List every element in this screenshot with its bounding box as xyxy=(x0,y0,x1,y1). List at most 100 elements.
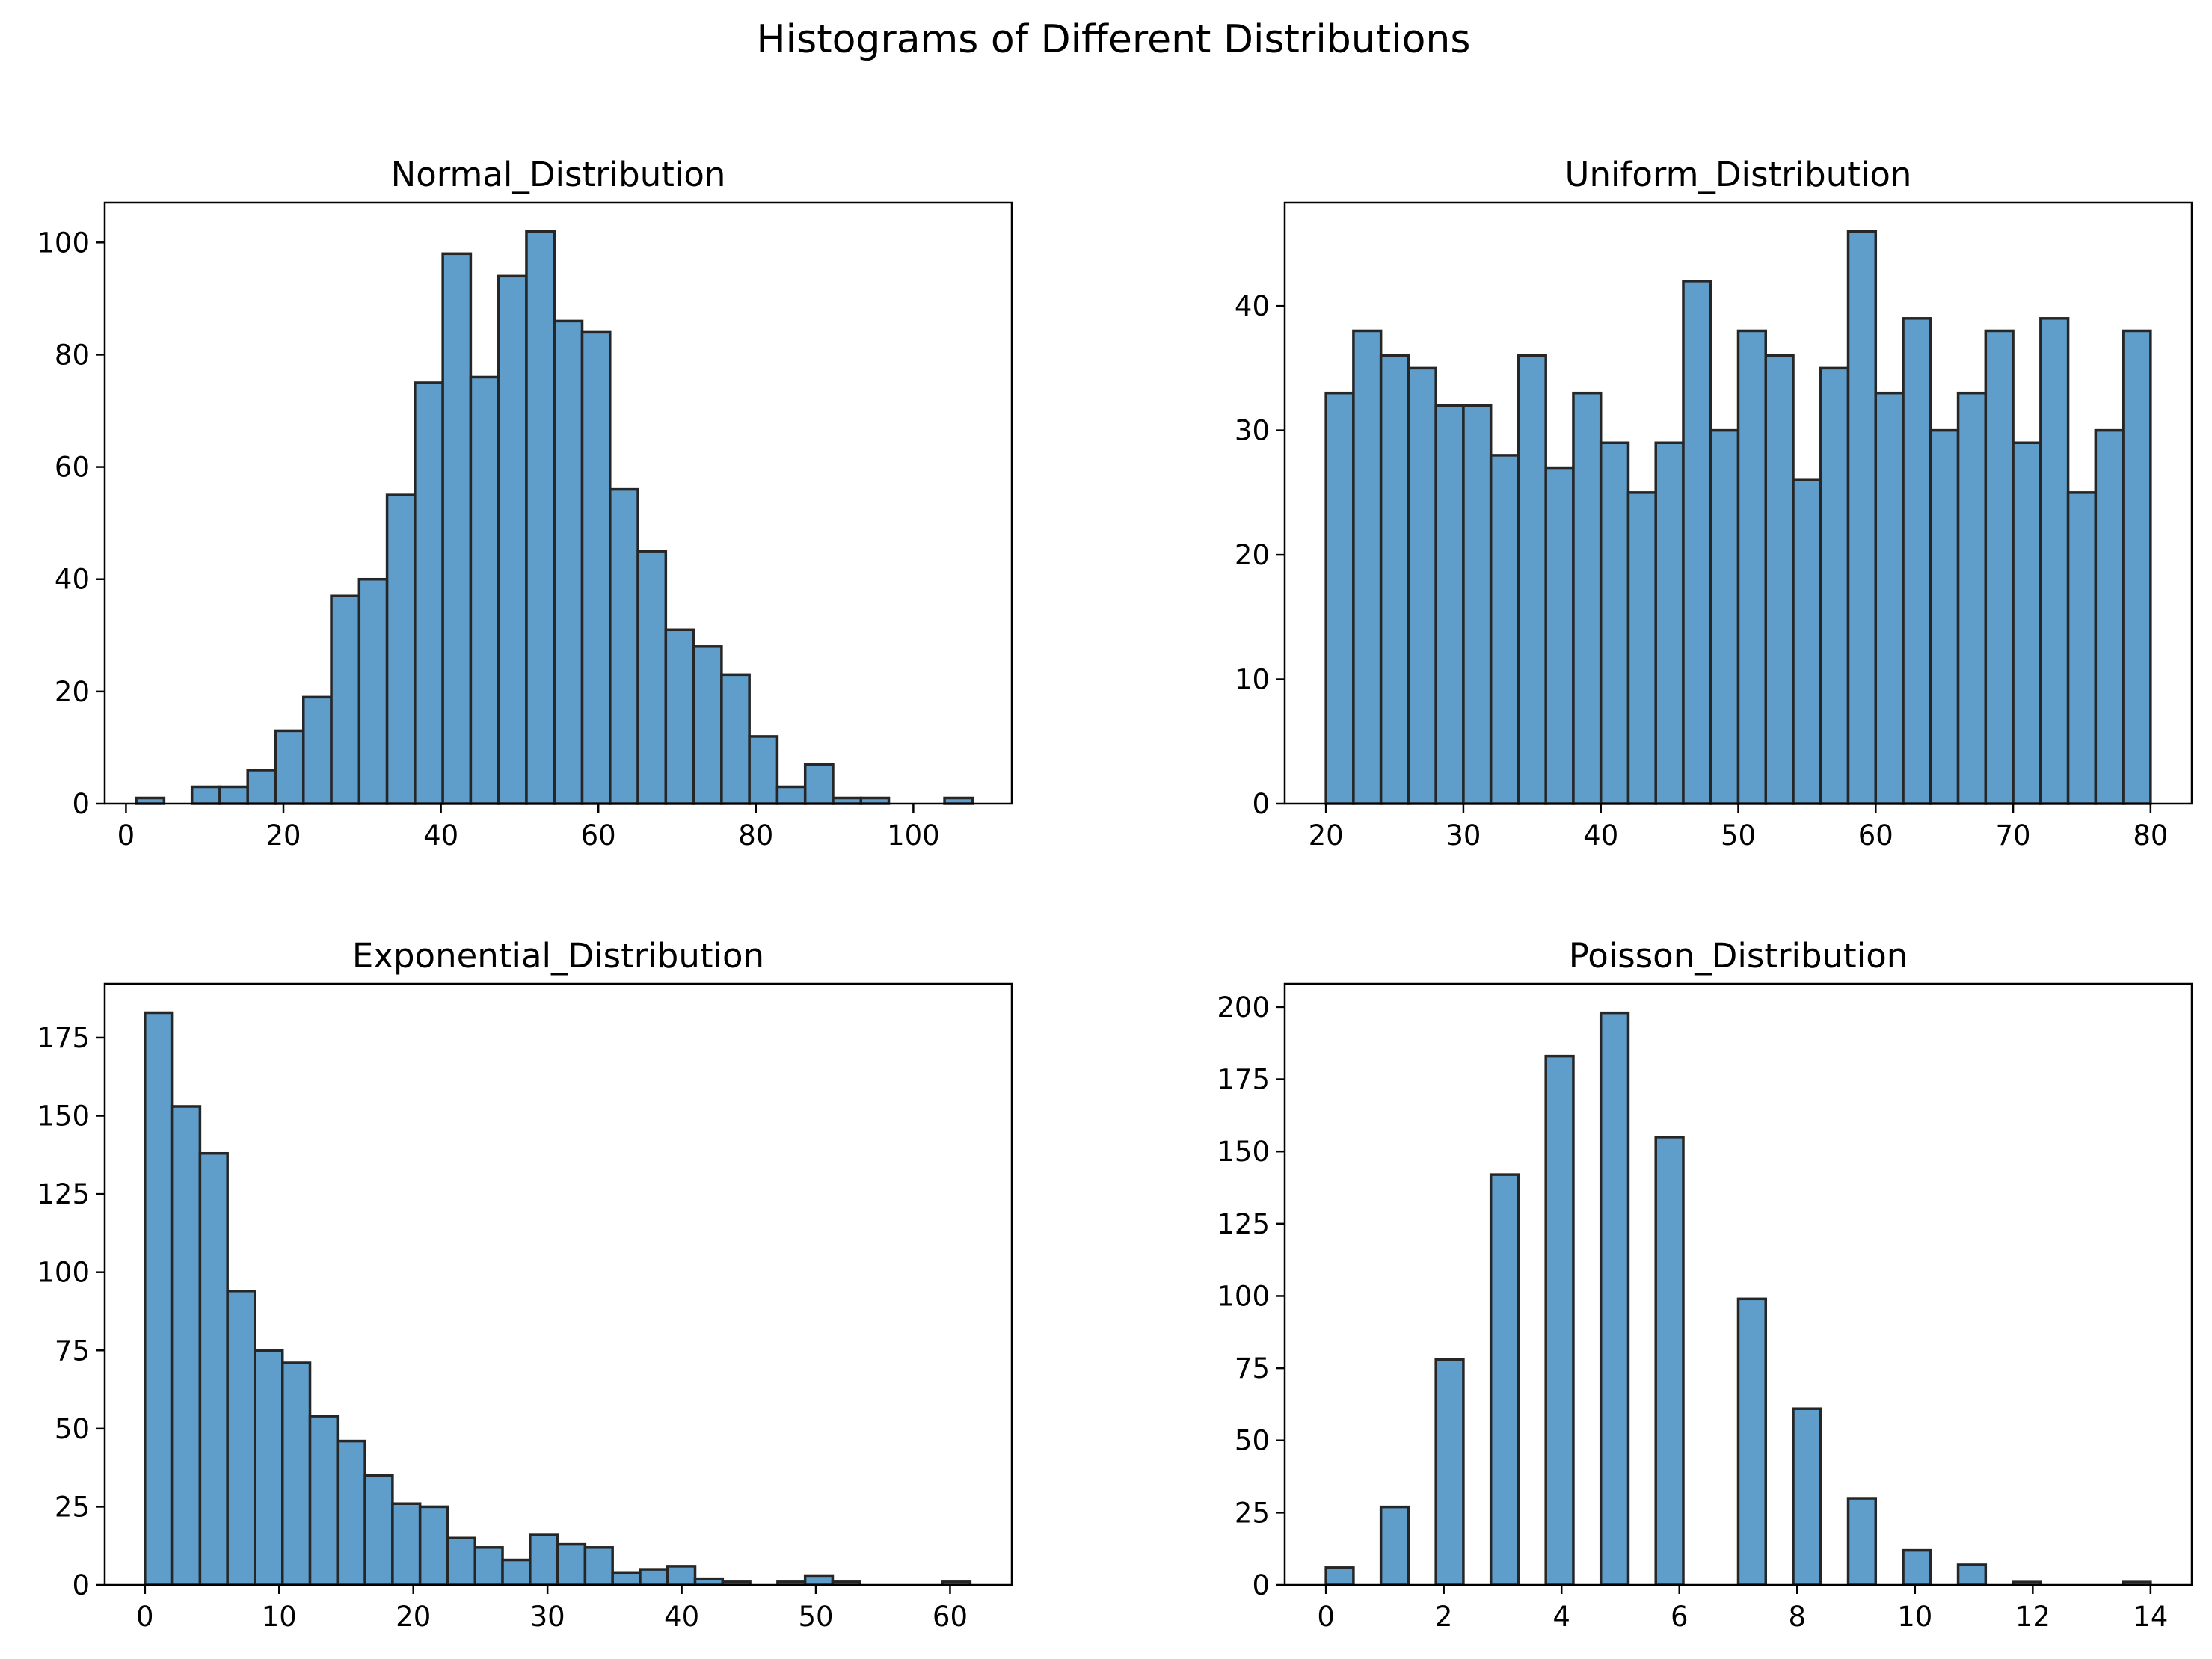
uniform-bar xyxy=(1654,441,1685,805)
normal-bar xyxy=(469,375,500,805)
exponential-y-tick-label: 50 xyxy=(55,1413,90,1445)
normal-bar xyxy=(330,594,361,805)
poisson-y-tick-label: 200 xyxy=(1217,991,1270,1024)
poisson-bar xyxy=(1956,1563,1988,1586)
poisson-y-tick-label: 125 xyxy=(1217,1208,1270,1240)
normal-bar xyxy=(441,252,473,805)
poisson-x-tick-label: 6 xyxy=(1671,1601,1689,1633)
exponential-bar xyxy=(583,1546,614,1586)
poisson-y-tick-label: 25 xyxy=(1235,1497,1270,1529)
uniform-bar xyxy=(1929,428,1960,805)
uniform-bar xyxy=(1544,466,1575,805)
exponential-y-tick-label: 175 xyxy=(37,1022,90,1054)
exponential-bar xyxy=(170,1105,202,1586)
exponential-bar xyxy=(391,1502,422,1586)
normal-x-tick-label: 80 xyxy=(738,819,773,852)
exponential-bar xyxy=(363,1474,394,1586)
normal-y-tick-label: 60 xyxy=(55,452,90,484)
normal-bar xyxy=(274,729,305,805)
poisson-x-tick-label: 4 xyxy=(1552,1601,1570,1633)
exponential-bar xyxy=(501,1558,532,1586)
exponential-y-tick-label: 150 xyxy=(37,1101,90,1133)
exponential-x-tick-label: 50 xyxy=(798,1601,833,1633)
normal-bar xyxy=(720,673,751,805)
uniform-bar xyxy=(1902,317,1932,805)
normal-bar xyxy=(636,550,668,805)
uniform-y-tick-label: 20 xyxy=(1235,539,1270,571)
exponential-y-tick-label: 125 xyxy=(37,1178,90,1210)
normal-bar xyxy=(414,381,444,805)
exponential-bar xyxy=(473,1546,504,1586)
exponential-bar xyxy=(254,1349,284,1586)
exponential-bar xyxy=(803,1574,835,1586)
uniform-bar xyxy=(1956,391,1988,805)
uniform-bar xyxy=(1572,391,1603,805)
poisson-x-tick-label: 10 xyxy=(1897,1601,1932,1633)
normal-x-tick-label: 100 xyxy=(887,819,940,852)
poisson-y-tick-label: 75 xyxy=(1235,1352,1270,1385)
normal-x-tick-label: 20 xyxy=(265,819,301,852)
exponential-bar xyxy=(693,1577,725,1586)
poisson-y-tick-label: 175 xyxy=(1217,1064,1270,1096)
poisson-title: Poisson_Distribution xyxy=(1569,936,1908,976)
uniform-x-tick-label: 70 xyxy=(1996,819,2031,852)
poisson-x-tick-label: 2 xyxy=(1435,1601,1453,1633)
exponential-bar xyxy=(556,1542,587,1586)
normal-title: Normal_Distribution xyxy=(391,155,726,194)
uniform-x-tick-label: 50 xyxy=(1721,819,1756,852)
exponential-y-tick-label: 100 xyxy=(37,1257,90,1289)
uniform-x-tick-label: 20 xyxy=(1309,819,1344,852)
normal-bar xyxy=(609,487,639,805)
poisson-bar xyxy=(1792,1407,1822,1586)
uniform-bar xyxy=(1462,404,1493,805)
normal-bar xyxy=(692,645,723,805)
normal-bar xyxy=(218,785,249,805)
exponential-bar xyxy=(144,1011,174,1586)
uniform-y-tick-label: 30 xyxy=(1235,415,1270,447)
normal-y-tick-label: 0 xyxy=(72,788,90,820)
exponential-bar xyxy=(666,1565,697,1586)
normal-bar xyxy=(385,493,417,805)
exponential-y-tick-label: 25 xyxy=(55,1491,90,1523)
poisson-bar xyxy=(1846,1497,1878,1586)
poisson-bar xyxy=(1434,1358,1465,1586)
poisson-bar xyxy=(1902,1548,1932,1586)
exponential-x-tick-label: 10 xyxy=(262,1601,297,1633)
exponential-x-tick-label: 60 xyxy=(933,1601,968,1633)
normal-y-tick-label: 80 xyxy=(55,339,90,371)
exponential-bar xyxy=(611,1571,642,1586)
normal-bar xyxy=(246,769,277,805)
exponential-bar xyxy=(446,1536,476,1586)
uniform-bar xyxy=(1846,230,1878,805)
normal-bar xyxy=(357,577,389,805)
exponential-title: Exponential_Distribution xyxy=(352,936,764,976)
exponential-x-tick-label: 40 xyxy=(664,1601,699,1633)
poisson-distribution-panel: Poisson_Distribution 0 2 4 6 8 10 12 14 0 25 50 75 10… xyxy=(1217,936,2193,1633)
uniform-bar xyxy=(1874,391,1905,805)
poisson-bar xyxy=(1544,1054,1575,1586)
normal-y-tick-label: 100 xyxy=(37,227,90,259)
uniform-y-tick-label: 0 xyxy=(1252,788,1270,820)
exponential-bar xyxy=(418,1505,449,1586)
uniform-x-tick-label: 80 xyxy=(2133,819,2168,852)
uniform-bar xyxy=(2094,428,2125,805)
poisson-x-tick-label: 14 xyxy=(2133,1601,2168,1633)
uniform-bar xyxy=(1626,491,1657,805)
exponential-distribution-panel: Exponential_Distribution 0 10 20 30 40 50 60 0 25… xyxy=(37,936,1013,1633)
uniform-bar xyxy=(1984,329,2015,805)
normal-bar xyxy=(664,628,695,805)
uniform-bar xyxy=(2012,441,2042,805)
normal-y-tick-label: 40 xyxy=(55,564,90,596)
normal-x-tick-label: 60 xyxy=(581,819,616,852)
poisson-x-tick-label: 12 xyxy=(2015,1601,2050,1633)
exponential-x-tick-label: 20 xyxy=(396,1601,431,1633)
uniform-bar xyxy=(1709,428,1740,805)
poisson-bar xyxy=(1324,1566,1355,1586)
exponential-bar xyxy=(281,1361,312,1586)
normal-bar xyxy=(803,763,835,805)
poisson-y-tick-label: 0 xyxy=(1252,1569,1270,1601)
figure-title: Histograms of Different Distributions xyxy=(757,17,1471,62)
uniform-bar xyxy=(1736,329,1768,805)
uniform-bar xyxy=(1764,354,1795,805)
